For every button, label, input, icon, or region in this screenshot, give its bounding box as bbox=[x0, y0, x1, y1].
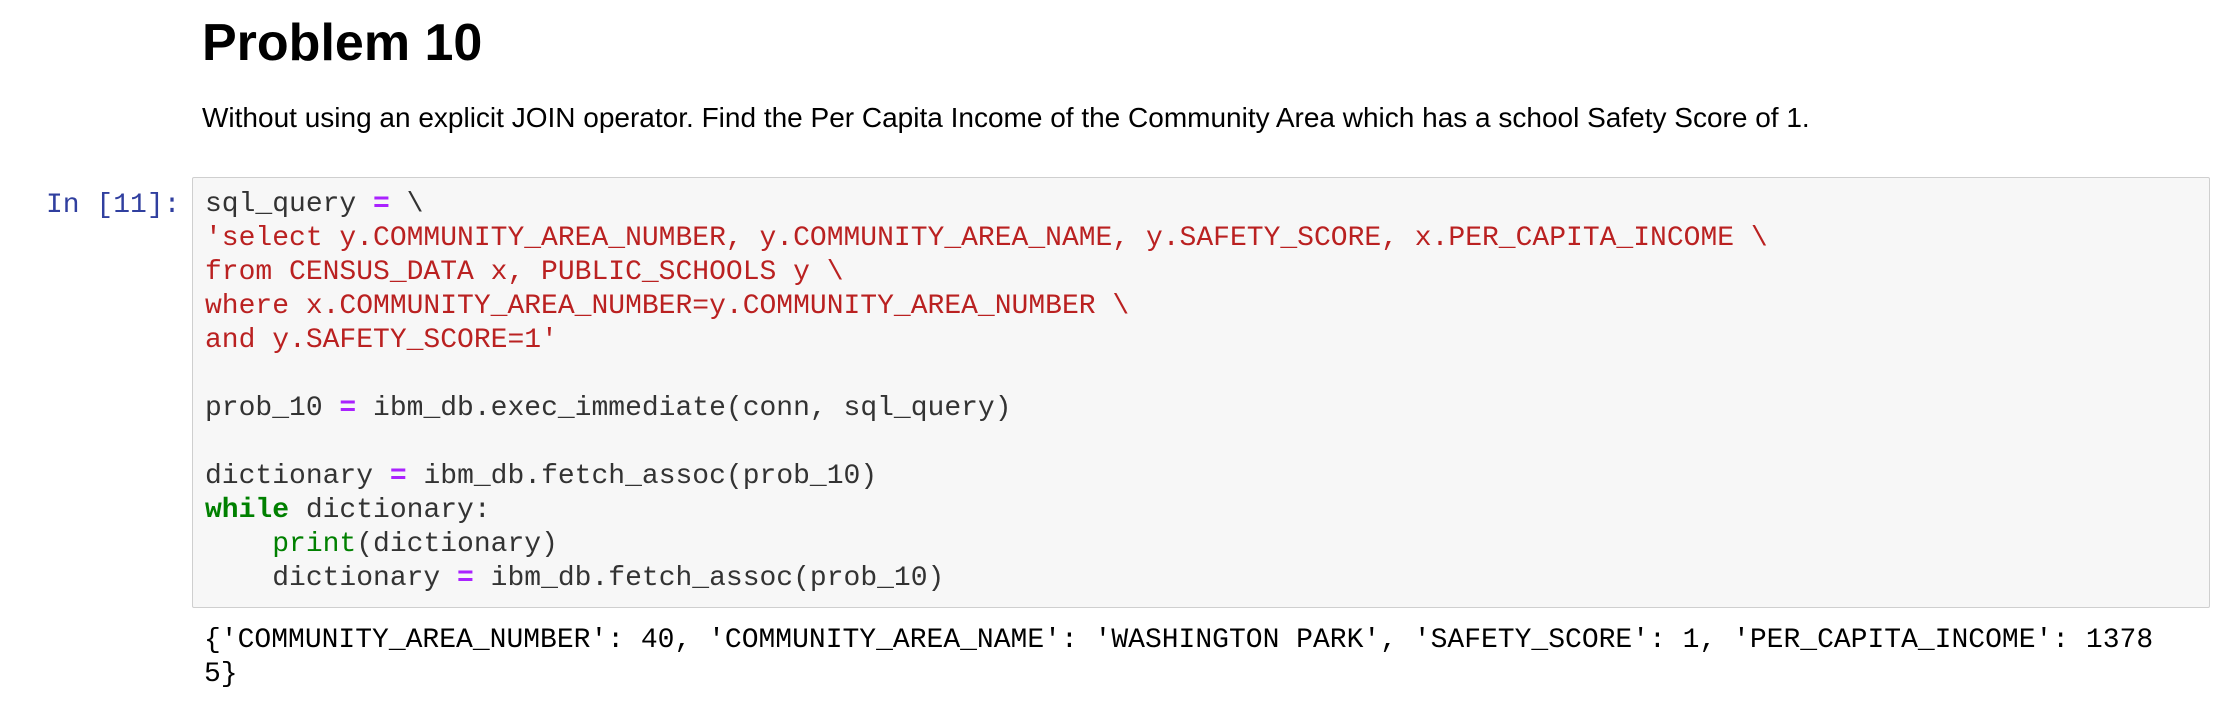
input-prompt: In [11]: bbox=[46, 190, 181, 221]
blank-line bbox=[205, 426, 1768, 460]
code-line: while dictionary: bbox=[205, 494, 1768, 528]
code-text: \ bbox=[389, 189, 424, 220]
code-line: from CENSUS_DATA x, PUBLIC_SCHOOLS y \ bbox=[205, 256, 1768, 290]
code-text: dictionary bbox=[205, 461, 390, 492]
code-line: dictionary = ibm_db.fetch_assoc(prob_10) bbox=[205, 460, 1768, 494]
sql-string: from CENSUS_DATA x, PUBLIC_SCHOOLS y \ bbox=[205, 257, 844, 288]
output-line: {'COMMUNITY_AREA_NUMBER': 40, 'COMMUNITY… bbox=[204, 625, 2154, 656]
while-keyword: while bbox=[205, 495, 290, 526]
problem-heading: Problem 10 bbox=[202, 14, 483, 72]
code-text: ibm_db.exec_immediate(conn, sql_query) bbox=[356, 393, 1012, 424]
code-editor[interactable]: sql_query = \'select y.COMMUNITY_AREA_NU… bbox=[205, 188, 1768, 596]
code-text: sql_query bbox=[205, 189, 374, 220]
code-text: ibm_db.fetch_assoc(prob_10) bbox=[473, 563, 945, 594]
blank-line bbox=[205, 358, 1768, 392]
assignment-operator: = bbox=[457, 563, 474, 594]
code-text: dictionary bbox=[205, 563, 458, 594]
code-cell-input[interactable]: sql_query = \'select y.COMMUNITY_AREA_NU… bbox=[192, 177, 2210, 608]
sql-string: and y.SAFETY_SCORE=1' bbox=[205, 325, 558, 356]
sql-string: 'select y.COMMUNITY_AREA_NUMBER, y.COMMU… bbox=[205, 223, 1768, 254]
assignment-operator: = bbox=[339, 393, 357, 424]
code-line: print(dictionary) bbox=[205, 528, 1768, 562]
code-line: dictionary = ibm_db.fetch_assoc(prob_10) bbox=[205, 562, 1768, 596]
print-builtin: print bbox=[272, 529, 357, 560]
code-text: prob_10 bbox=[205, 393, 340, 424]
code-text: (dictionary) bbox=[356, 529, 558, 560]
code-line: prob_10 = ibm_db.exec_immediate(conn, sq… bbox=[205, 392, 1768, 426]
code-line: 'select y.COMMUNITY_AREA_NUMBER, y.COMMU… bbox=[205, 222, 1768, 256]
sql-string: where x.COMMUNITY_AREA_NUMBER=y.COMMUNIT… bbox=[205, 291, 1130, 322]
output-line: 5} bbox=[204, 659, 238, 690]
code-text: ibm_db.fetch_assoc(prob_10) bbox=[406, 461, 878, 492]
assignment-operator: = bbox=[373, 189, 390, 220]
code-line: sql_query = \ bbox=[205, 188, 1768, 222]
problem-description: Without using an explicit JOIN operator.… bbox=[202, 102, 1810, 133]
code-line: and y.SAFETY_SCORE=1' bbox=[205, 324, 1768, 358]
code-line: where x.COMMUNITY_AREA_NUMBER=y.COMMUNIT… bbox=[205, 290, 1768, 324]
assignment-operator: = bbox=[389, 461, 407, 492]
code-indent bbox=[205, 529, 272, 560]
code-text: dictionary: bbox=[289, 495, 491, 526]
cell-output: {'COMMUNITY_AREA_NUMBER': 40, 'COMMUNITY… bbox=[204, 624, 2153, 692]
